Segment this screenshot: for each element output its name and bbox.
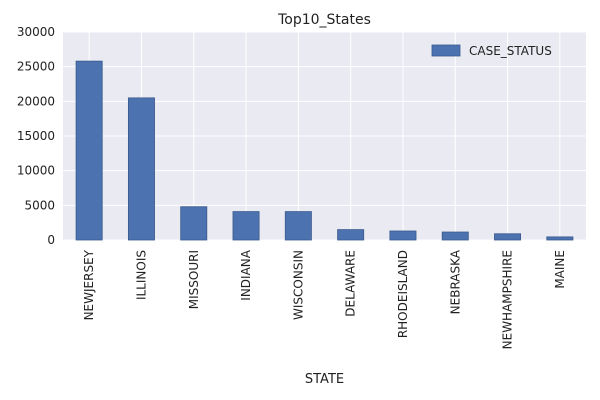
legend-swatch: [431, 44, 461, 57]
x-tick-label: WISCONSIN: [291, 250, 305, 320]
x-tick-label: MAINE: [553, 250, 567, 289]
y-tick-label: 0: [47, 233, 55, 247]
x-tick-label: NEWJERSEY: [82, 249, 96, 320]
y-tick-label: 20000: [17, 94, 55, 108]
bar: [389, 230, 417, 241]
x-tick-label: RHODEISLAND: [396, 250, 410, 338]
bars: [75, 60, 574, 241]
legend: CASE_STATUS: [431, 44, 552, 58]
x-tick-label: INDIANA: [239, 249, 253, 300]
y-tick-label: 30000: [17, 25, 55, 39]
y-tick-label: 5000: [24, 198, 55, 212]
x-tick-label: MISSOURI: [187, 250, 201, 309]
x-tick-label: NEWHAMPSHIRE: [501, 250, 515, 349]
y-tick-label: 25000: [17, 60, 55, 74]
y-axis-ticks: 0 5000 10000 15000 20000 25000 30000: [17, 25, 55, 247]
legend-label: CASE_STATUS: [469, 44, 552, 58]
bar: [127, 97, 155, 241]
bar: [232, 211, 260, 241]
bar: [337, 229, 365, 241]
bar: [546, 236, 574, 241]
x-axis-ticks: NEWJERSEY ILLINOIS MISSOURI INDIANA WISCONSI…: [82, 249, 567, 349]
x-axis-label: STATE: [305, 372, 344, 387]
y-tick-label: 10000: [17, 164, 55, 178]
x-tick-label: DELAWARE: [344, 250, 358, 317]
bar: [494, 233, 522, 241]
bar: [75, 60, 103, 241]
x-tick-label: NEBRASKA: [448, 249, 462, 314]
bar: [180, 206, 208, 241]
bar: [284, 211, 312, 241]
chart-title: Top10_States: [277, 12, 371, 28]
x-tick-label: ILLINOIS: [134, 250, 148, 300]
bar: [441, 231, 469, 241]
y-tick-label: 15000: [17, 129, 55, 143]
